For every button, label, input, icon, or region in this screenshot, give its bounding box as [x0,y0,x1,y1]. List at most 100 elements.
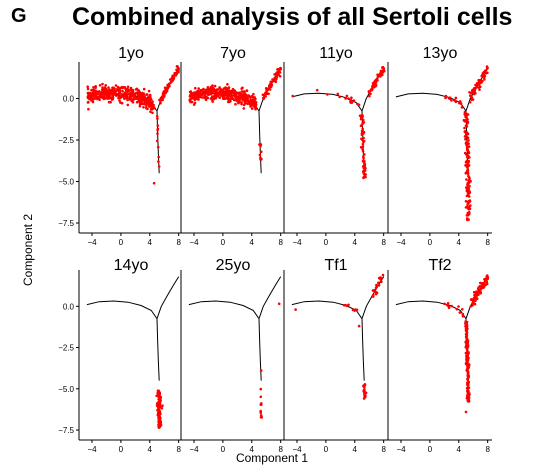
data-point [150,108,154,111]
trajectory-left-branch [86,300,158,319]
data-point [475,294,479,297]
data-point [158,414,161,418]
data-point [375,291,379,295]
chart-title: Combined analysis of all Sertoli cells [72,3,513,31]
data-point [193,98,197,102]
data-point [468,91,471,94]
data-point [465,347,469,350]
facet-title: Tf1 [324,257,347,274]
data-point [450,304,453,308]
data-point [189,94,192,97]
data-point [151,111,154,115]
data-point [259,395,263,399]
facet-panel-2: 7yo −4 0 4 8 [180,45,285,247]
x-tick-label: −4 [189,238,199,247]
data-point [215,92,219,96]
data-point [156,128,159,132]
data-point [342,304,346,307]
data-point [361,142,365,146]
data-point [259,409,263,413]
data-point [194,86,197,90]
data-point [466,213,470,217]
data-point [277,302,281,306]
data-point [98,84,102,87]
data-point [371,84,374,88]
data-point [467,398,470,402]
data-point [467,139,470,142]
data-point [145,106,148,110]
y-tick-label: −2.5 [58,344,74,353]
x-tick-label: 0 [221,238,226,247]
data-point [192,103,196,106]
data-point [157,160,160,163]
data-point [475,296,478,300]
data-point [151,100,154,103]
data-point [480,286,484,290]
data-point [155,402,159,406]
data-point [361,170,365,173]
data-point [374,82,377,85]
data-point [466,369,470,373]
data-point [355,308,359,312]
data-point [252,92,255,96]
data-point [98,98,101,102]
data-point [200,96,204,99]
x-tick-label: 0 [428,445,433,454]
data-point [469,94,472,97]
data-point [464,120,468,123]
data-point [469,179,472,183]
x-tick-label: 8 [176,445,181,454]
data-point [360,116,363,119]
data-point [204,88,207,92]
data-point [465,335,468,339]
data-point [209,87,213,90]
data-point [254,105,257,109]
data-point [465,217,469,220]
data-point [240,87,243,90]
data-point [362,155,365,158]
data-point [131,101,135,104]
data-point [155,404,159,408]
data-point [483,78,486,81]
data-point [150,98,153,101]
data-point [194,93,198,96]
data-point [228,97,232,101]
data-point [484,283,488,287]
data-point [117,89,120,93]
data-point [188,98,192,102]
data-point [471,98,475,101]
data-point [139,100,143,103]
data-point [464,351,468,355]
data-point [222,97,226,100]
data-point [465,330,469,333]
data-point [267,92,270,96]
x-tick-label: 4 [148,238,153,247]
facet-title: 7yo [220,45,246,62]
data-point [111,86,114,90]
data-point [359,146,363,149]
data-point [362,136,365,140]
data-point [377,284,381,287]
data-point [104,92,108,95]
data-point [467,356,470,360]
x-tick-label: 4 [457,238,462,247]
data-point [239,94,242,97]
data-point [226,83,229,86]
data-point [241,95,245,99]
data-point [146,93,149,96]
data-point [466,156,470,159]
data-point [359,124,363,127]
data-point [263,93,266,96]
data-point [458,101,461,105]
data-point [472,299,475,303]
data-point [465,327,468,330]
data-point [213,84,217,88]
data-point [155,139,159,143]
data-point [468,101,472,104]
data-point [455,307,459,311]
data-point [472,290,476,294]
data-point [138,104,142,108]
facet-title: 14yo [114,257,149,274]
data-point [232,91,235,95]
data-point [141,96,145,99]
